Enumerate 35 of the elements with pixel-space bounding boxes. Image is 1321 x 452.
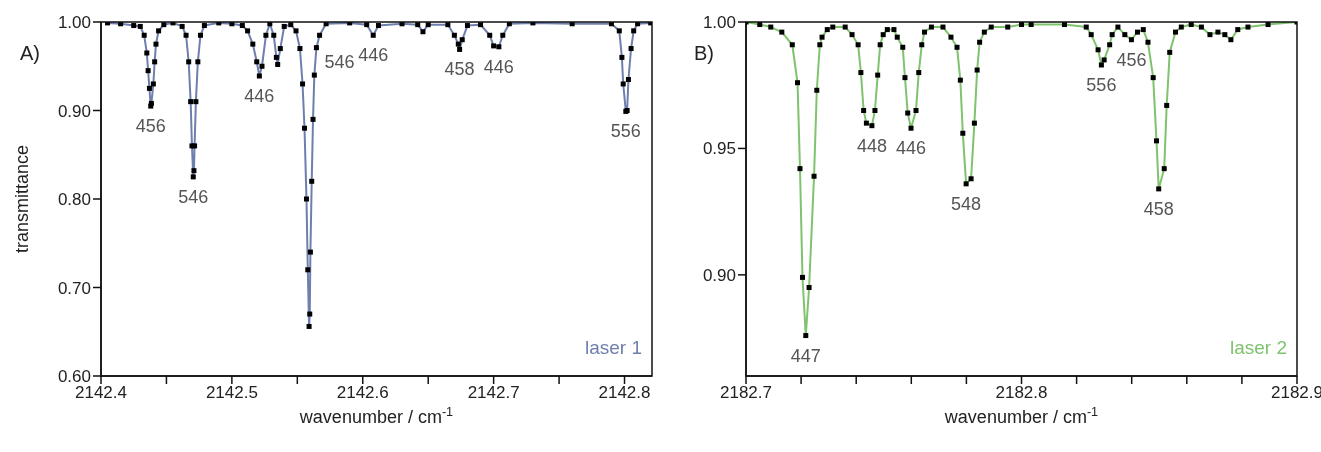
y-tick-label: 1.00 [57,13,91,33]
annotation: 556 [1086,74,1117,95]
text: A) [20,42,40,64]
annotation: 456 [135,116,166,137]
annotation: 556 [610,121,641,142]
text: B) [694,42,714,64]
annotation: 546 [324,51,355,72]
x-axis-title: wavenumber / cm$^{-1}$ [298,405,454,427]
x-tick-label: 2142.8 [598,383,651,403]
annotation: 546 [178,186,209,207]
x-tick-label: 2142.5 [205,383,258,403]
x-tick-label: 2142.6 [336,383,389,403]
y-tick-label: 0.90 [702,265,736,285]
annotation: 446 [358,45,389,66]
annotation: 548 [951,193,982,214]
x-tick-label: 2182.7 [720,383,772,403]
y-tick-label: 0.95 [702,139,736,159]
annotation: 446 [896,138,927,159]
annotation: laser 1 [584,337,642,358]
annotation: 456 [1116,49,1147,70]
annotation: 446 [483,56,514,77]
x-tick-label: 2182.8 [995,383,1048,403]
y-tick-label: 0.80 [57,190,91,210]
annotation: 446 [244,85,275,106]
x-axis-title: wavenumber / cm$^{-1}$ [943,405,1099,427]
y-axis-title: transmittance [12,144,32,254]
y-tick-label: 0.90 [57,101,91,121]
y-tick-label: 0.70 [57,278,91,298]
annotation: laser 2 [1229,337,1287,358]
x-tick-label: 2142.7 [467,383,520,403]
y-tick-label: 1.00 [702,13,736,33]
annotation: 458 [444,59,475,80]
annotation: 458 [1143,198,1174,219]
annotation: 448 [856,135,887,156]
annotation: 447 [790,345,821,366]
